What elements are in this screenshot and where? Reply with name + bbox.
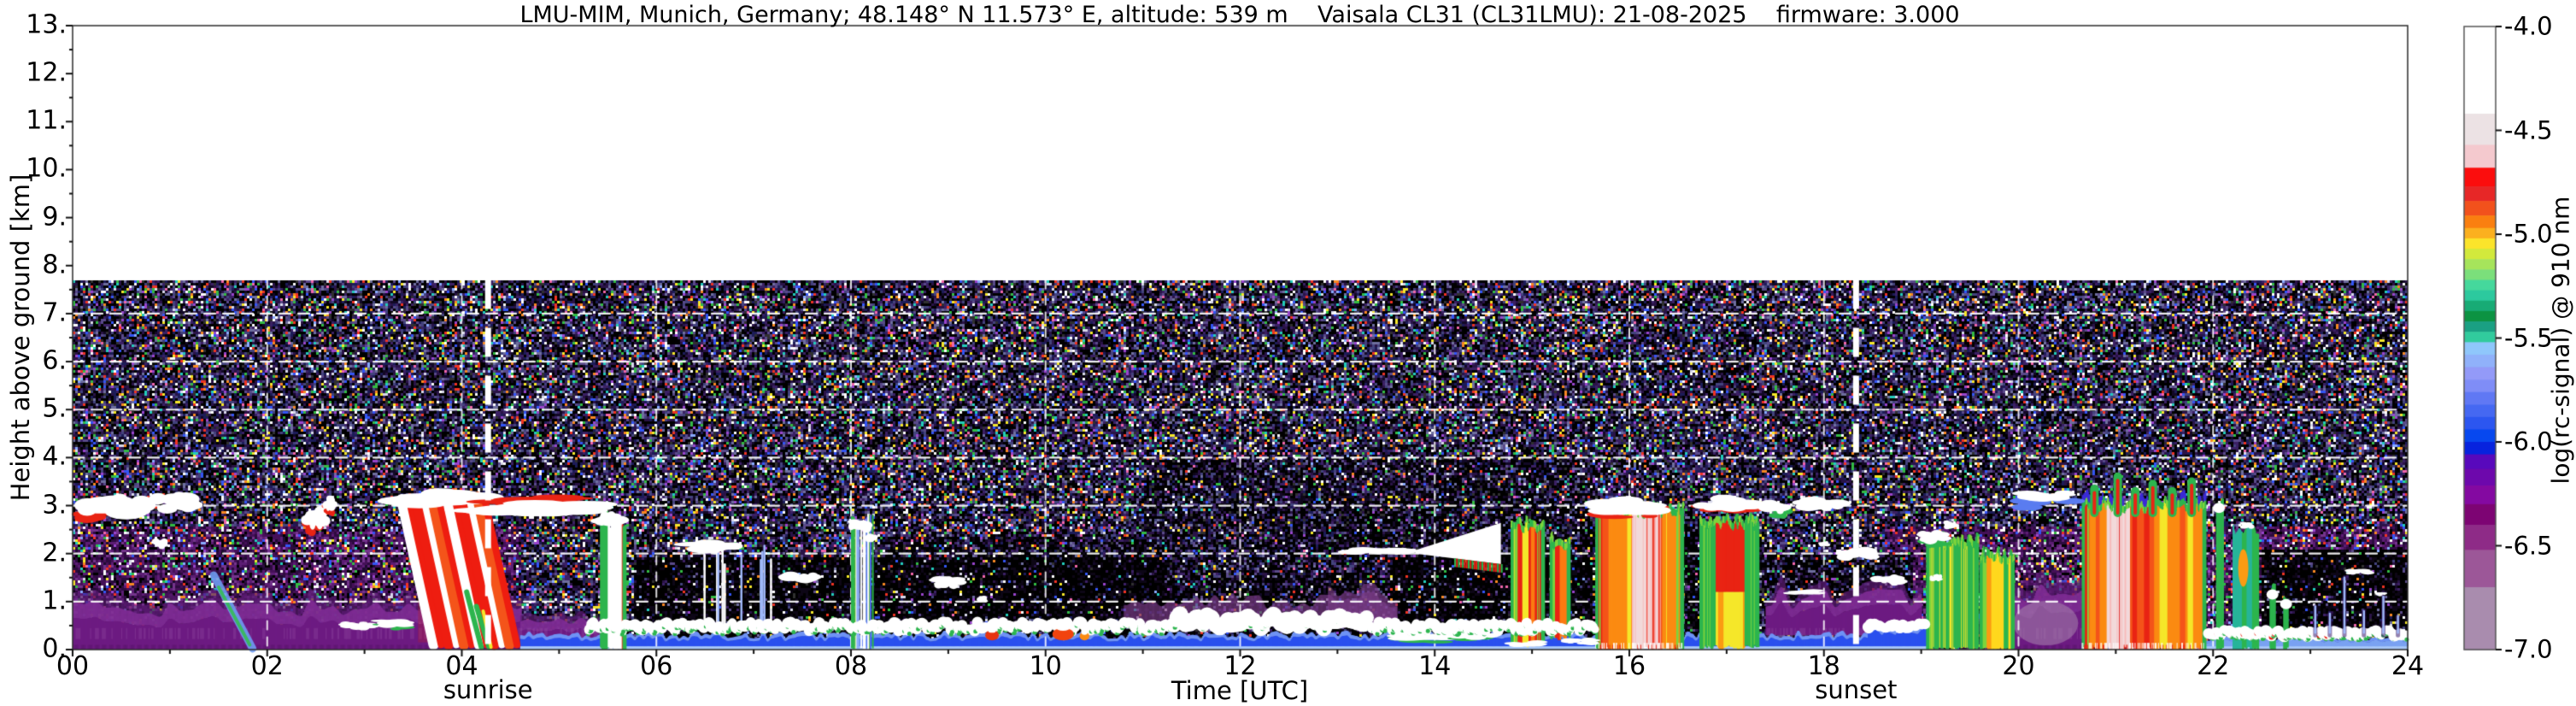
x-tick-label: 22 [2197,651,2230,681]
y-tick-label: 9. [42,202,67,232]
y-tick-label: 10. [26,153,67,184]
y-tick-label: 8. [42,250,67,280]
x-tick-label: 12 [1223,651,1257,681]
y-tick-label: 4. [42,441,67,472]
y-tick-label: 7. [42,297,67,328]
sunset-annotation: sunset [1815,675,1898,704]
colorbar-tick-label: -6.5 [2504,531,2553,560]
colorbar-tick-label: -5.0 [2504,219,2553,249]
y-tick-label: 11. [26,105,67,136]
x-tick-label: 10 [1029,651,1062,681]
sunrise-annotation: sunrise [443,675,533,704]
y-tick-label: 1. [42,585,67,616]
colorbar-tick-label: -4.0 [2504,11,2553,41]
y-tick-label: 3. [42,489,67,520]
colorbar-tick-label: -7.0 [2504,634,2553,664]
y-tick-label: 5. [42,393,67,424]
x-tick-label: 20 [2002,651,2035,681]
figure-title: LMU-MIM, Munich, Germany; 48.148° N 11.5… [519,2,1960,28]
y-tick-label: 13. [26,9,67,40]
x-tick-label: 00 [56,651,90,681]
x-tick-label: 14 [1418,651,1452,681]
x-axis-label: Time [UTC] [1171,676,1309,705]
y-tick-label: 0. [42,633,67,664]
x-tick-label: 04 [445,651,478,681]
y-tick-label: 12. [26,57,67,88]
x-tick-label: 16 [1612,651,1646,681]
colorbar-tick-label: -6.0 [2504,427,2553,456]
colorbar-tick-label: -5.5 [2504,323,2553,352]
y-tick-label: 2. [42,538,67,568]
colorbar-tick-label: -4.5 [2504,115,2553,144]
x-tick-label: 18 [1807,651,1840,681]
x-tick-label: 02 [250,651,284,681]
x-tick-label: 08 [834,651,868,681]
y-tick-label: 6. [42,345,67,376]
x-tick-label: 24 [2391,651,2425,681]
x-tick-label: 06 [640,651,673,681]
